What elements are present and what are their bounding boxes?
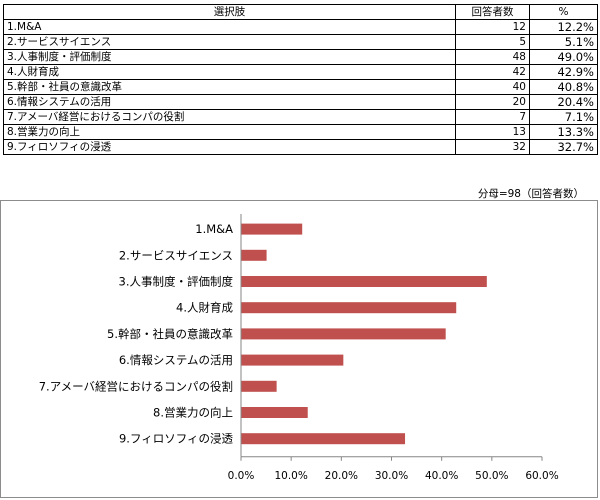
cell-count: 7 [455, 109, 530, 125]
category-label: 5.幹部・社員の意識改革 [107, 327, 233, 341]
cell-percent: 12.2% [529, 19, 598, 35]
cell-choice: 3.人事制度・評価制度 [3, 49, 456, 65]
cell-count: 20 [455, 94, 530, 110]
bar-6 [241, 354, 344, 366]
cell-choice: 2.サービスサイエンス [3, 34, 456, 50]
cell-count: 13 [455, 124, 530, 140]
table-row: 6.情報システムの活用 20 20.4% [3, 94, 598, 110]
cell-percent: 40.8% [529, 79, 598, 95]
bar-2 [241, 249, 267, 261]
category-label: 3.人事制度・評価制度 [119, 275, 234, 289]
table-row: 3.人事制度・評価制度 48 49.0% [3, 49, 598, 65]
table-row: 7.アメーバ経営におけるコンパの役割 7 7.1% [3, 109, 598, 125]
cell-choice: 4.人財育成 [3, 64, 456, 80]
cell-choice: 9.フィロソフィの浸透 [3, 139, 456, 155]
table-row: 4.人財育成 42 42.9% [3, 64, 598, 80]
cell-percent: 13.3% [529, 124, 598, 140]
cell-count: 42 [455, 64, 530, 80]
bar-chart-panel: 1.M&A 2.サービスサイエンス 3.人事制度・評価制度 4.人財育成 5.幹部・社員… [0, 200, 598, 498]
bar-7 [241, 380, 277, 392]
cell-percent: 20.4% [529, 94, 598, 110]
bar-chart: 1.M&A 2.サービスサイエンス 3.人事制度・評価制度 4.人財育成 5.幹部・社員… [39, 214, 559, 482]
bar-9 [241, 433, 406, 445]
header-count: 回答者数 [455, 4, 530, 20]
x-tick-label: 60.0% [525, 470, 558, 482]
x-tick-label: 50.0% [475, 470, 508, 482]
x-tick-label: 10.0% [274, 470, 307, 482]
denominator-note: 分母=98（回答者数） [477, 188, 584, 200]
bar-8 [241, 407, 308, 418]
cell-choice: 1.M&A [3, 19, 456, 35]
x-tick-label: 20.0% [325, 470, 358, 482]
x-tick-label: 40.0% [425, 470, 458, 482]
table-row: 2.サービスサイエンス 5 5.1% [3, 34, 598, 50]
header-choice: 選択肢 [3, 4, 456, 20]
bar-5 [241, 328, 446, 340]
category-label: 7.アメーバ経営におけるコンパの役割 [39, 379, 233, 393]
cell-count: 40 [455, 79, 530, 95]
x-tick-label: 0.0% [228, 470, 255, 482]
cell-choice: 7.アメーバ経営におけるコンパの役割 [3, 109, 456, 125]
cell-choice: 5.幹部・社員の意識改革 [3, 79, 456, 95]
bar-3 [241, 276, 487, 287]
table-row: 5.幹部・社員の意識改革 40 40.8% [3, 79, 598, 95]
cell-count: 32 [455, 139, 530, 155]
cell-choice: 8.営業力の向上 [3, 124, 456, 140]
cell-count: 5 [455, 34, 530, 50]
category-label: 9.フィロソフィの浸透 [119, 432, 234, 446]
category-label: 2.サービスサイエンス [119, 248, 233, 262]
cell-percent: 42.9% [529, 64, 598, 80]
cell-count: 48 [455, 49, 530, 65]
table-row: 8.営業力の向上 13 13.3% [3, 124, 598, 140]
category-label: 1.M&A [195, 222, 233, 236]
cell-percent: 32.7% [529, 139, 598, 155]
header-percent: % [529, 4, 598, 20]
cell-percent: 49.0% [529, 49, 598, 65]
table-header-row: 選択肢 回答者数 % [3, 4, 598, 20]
table-row: 1.M&A 12 12.2% [3, 19, 598, 35]
category-label: 8.営業力の向上 [153, 406, 233, 420]
cell-percent: 7.1% [529, 109, 598, 125]
bar-4 [241, 302, 457, 314]
category-label: 6.情報システムの活用 [119, 353, 233, 367]
cell-percent: 5.1% [529, 34, 598, 50]
cell-choice: 6.情報システムの活用 [3, 94, 456, 110]
survey-results-table: 選択肢 回答者数 % 1.M&A 12 12.2% 2.サービスサイエンス 5 … [3, 4, 598, 155]
table-row: 9.フィロソフィの浸透 32 32.7% [3, 139, 598, 155]
cell-count: 12 [455, 19, 530, 35]
bar-1 [241, 223, 303, 235]
category-label: 4.人財育成 [176, 301, 233, 315]
x-tick-label: 30.0% [375, 470, 408, 482]
